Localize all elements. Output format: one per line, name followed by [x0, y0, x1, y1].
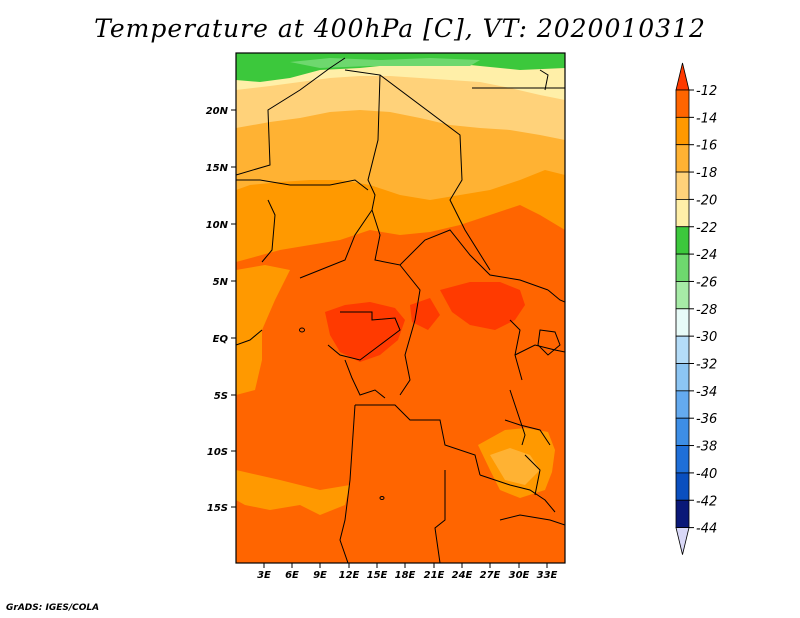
lat-label: 5N	[213, 277, 229, 288]
colorbar-label: -30	[696, 330, 717, 345]
border-chad-sudan	[379, 74, 491, 271]
lon-label: 33E	[537, 570, 558, 581]
island-bioko	[299, 327, 305, 333]
tick-marks	[231, 109, 548, 568]
colorbar-swatch	[675, 308, 690, 337]
colorbar-label: -42	[696, 494, 717, 509]
border-niger-chad	[344, 69, 381, 211]
warm-core-east	[440, 282, 525, 330]
lat-label: 5S	[214, 391, 228, 402]
border-tanzania	[504, 419, 551, 446]
border-zambia-east	[479, 474, 556, 513]
band-north-26	[290, 58, 480, 68]
border-zambia	[434, 470, 446, 563]
border-congo-drc	[399, 264, 421, 396]
country-borders	[236, 57, 565, 563]
lake-tanganyika	[509, 389, 526, 446]
lon-label: 6E	[285, 570, 299, 581]
colorbar-label: -16	[696, 139, 717, 154]
lon-label: 27E	[480, 570, 501, 581]
lon-label: 3E	[257, 570, 271, 581]
coast-west	[236, 329, 263, 346]
colorbar-swatch	[675, 281, 690, 310]
colorbar-swatch	[675, 226, 690, 255]
latitude-labels: 20N 15N 10N 5N EQ 5S 10S 15S	[206, 106, 229, 514]
lat-label: 15S	[207, 503, 228, 514]
lon-label: 30E	[509, 570, 530, 581]
border-benin	[261, 199, 276, 263]
colorbar-label: -40	[696, 467, 717, 482]
band-south-light	[236, 470, 350, 515]
border-cabinda	[344, 359, 386, 399]
colorbar-swatch	[675, 445, 690, 474]
longitude-labels: 3E 6E 9E 12E 15E 18E 21E 24E 27E 30E 33E	[257, 570, 557, 581]
grads-credit: GrADS: IGES/COLA	[6, 603, 100, 613]
colorbar-swatch	[675, 198, 690, 228]
colorbar-label: -12	[696, 84, 717, 99]
colorbar-top-arrow	[675, 62, 690, 91]
border-gabon	[327, 311, 401, 361]
lon-label: 21E	[424, 570, 445, 581]
lake-malawi	[524, 454, 541, 496]
map-frame	[235, 52, 566, 564]
border-angola-west	[339, 404, 356, 563]
lat-label: 20N	[206, 106, 229, 117]
lon-label: 15E	[367, 570, 388, 581]
border-car	[371, 209, 549, 291]
colorbar-swatch	[675, 390, 690, 419]
colorbar-label: -38	[696, 440, 717, 455]
lat-label: 10N	[206, 220, 229, 231]
temperature-shading	[236, 53, 565, 563]
lake-victoria	[537, 329, 561, 356]
colorbar-label: -28	[696, 303, 717, 318]
border-angola-drc	[355, 404, 481, 476]
lakes	[299, 69, 561, 500]
colorbar-swatch	[675, 116, 690, 146]
colorbar-label: -32	[696, 358, 717, 373]
border-niger-nigeria	[236, 179, 369, 191]
colorbar-swatch	[675, 335, 690, 364]
warm-core-gabon	[325, 302, 405, 362]
colorbar-swatch	[675, 171, 690, 200]
colorbar-swatch	[675, 363, 690, 392]
colorbar-label: -22	[696, 221, 717, 236]
border-mali-niger	[236, 57, 346, 176]
colorbar-bottom-arrow	[675, 527, 690, 555]
lon-label: 12E	[339, 570, 360, 581]
red-sea-coast	[539, 69, 549, 91]
colorbar-label: -36	[696, 412, 717, 427]
colorbar-swatch	[675, 89, 690, 118]
lon-label: 18E	[395, 570, 416, 581]
colorbar-label: -14	[696, 111, 717, 126]
border-kenya	[514, 344, 565, 356]
lake-kariba	[379, 496, 385, 500]
colorbar-swatch	[675, 417, 690, 446]
lon-label: 24E	[452, 570, 473, 581]
lat-label: 15N	[206, 163, 229, 174]
colorbar: -12 -14 -16 -18 -20 -22 -24 -26 -28 -30 -32 -34 -36 -…	[675, 62, 717, 555]
colorbar-label: -20	[696, 193, 717, 208]
border-nigeria-cameroon	[299, 209, 373, 279]
border-uganda	[509, 319, 523, 381]
colorbar-label: -26	[696, 275, 717, 290]
colorbar-swatch	[675, 499, 690, 529]
colorbar-label: -24	[696, 248, 717, 263]
band-west-coast-light	[236, 265, 290, 395]
colorbar-label: -18	[696, 166, 717, 181]
border-zimbabwe	[499, 514, 565, 526]
colorbar-label: -44	[696, 522, 717, 537]
map-title: Temperature at 400hPa [C], VT: 202001031…	[94, 14, 706, 43]
lon-label: 9E	[313, 570, 327, 581]
colorbar-swatch	[675, 253, 690, 282]
border-sudan-ethiopia	[547, 289, 565, 303]
colorbar-swatch	[675, 472, 690, 501]
lat-label: EQ	[213, 334, 229, 345]
lat-label: 10S	[207, 447, 228, 458]
colorbar-label: -34	[696, 385, 717, 400]
colorbar-swatch	[675, 144, 690, 173]
